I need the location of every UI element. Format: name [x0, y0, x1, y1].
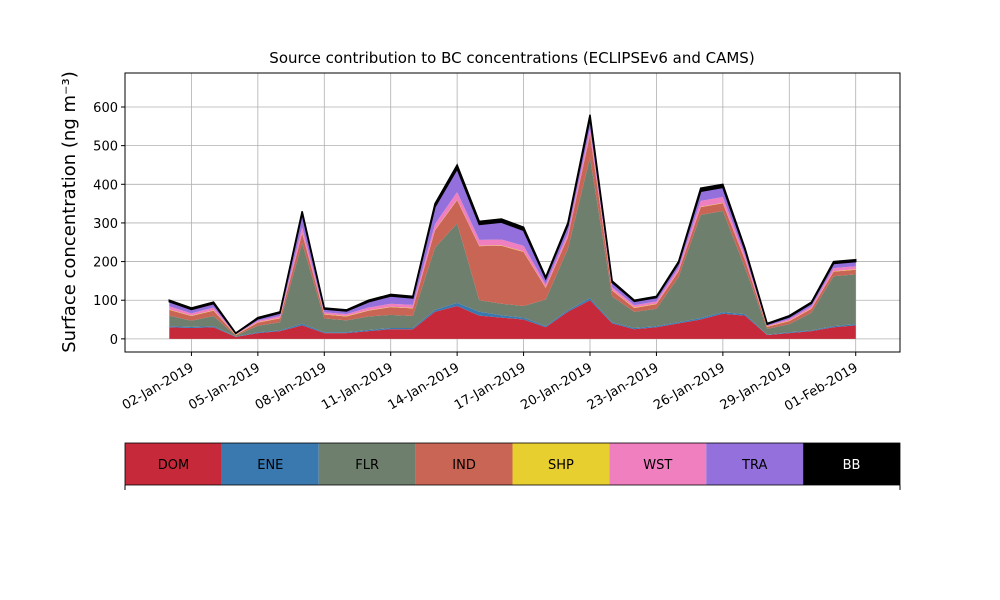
legend-swatch	[318, 443, 416, 485]
legend-swatch	[415, 443, 513, 485]
x-tick-label: 01-Feb-2019	[782, 360, 861, 414]
legend-swatch	[125, 443, 222, 485]
legend-swatch	[803, 443, 900, 485]
area	[169, 298, 856, 337]
legend-label: SHP	[548, 458, 574, 473]
area	[169, 300, 856, 339]
x-tick-label: 20-Jan-2019	[518, 360, 595, 413]
legend-label: IND	[452, 458, 476, 473]
y-tick-label: 600	[93, 101, 118, 116]
x-tick-label: 08-Jan-2019	[253, 360, 330, 413]
area	[168, 114, 857, 335]
area	[169, 157, 856, 337]
area	[169, 134, 856, 336]
legend-label: BB	[843, 458, 861, 473]
chart-title: Source contribution to BC concentrations…	[269, 49, 754, 67]
x-tick-label: 05-Jan-2019	[186, 360, 263, 413]
legend-swatch	[512, 443, 610, 485]
x-tick-label: 17-Jan-2019	[452, 360, 529, 413]
y-tick-label: 200	[93, 256, 118, 271]
legend-label: WST	[643, 458, 672, 473]
x-tick-label: 11-Jan-2019	[319, 360, 396, 413]
x-tick-label: 14-Jan-2019	[386, 360, 463, 413]
legend-label: TRA	[741, 458, 767, 473]
y-tick-label: 100	[93, 294, 118, 309]
legend-label: DOM	[158, 458, 189, 473]
y-tick-label: 0	[110, 333, 118, 348]
legend-swatch	[706, 443, 804, 485]
y-tick-label: 500	[93, 140, 118, 155]
x-tick-label: 26-Jan-2019	[651, 360, 728, 413]
y-axis-label: Surface concentration (ng m⁻³)	[59, 71, 80, 353]
x-tick-label: 23-Jan-2019	[585, 360, 662, 413]
legend-swatch	[609, 443, 707, 485]
plot-frame	[124, 72, 901, 353]
legend-frame	[124, 442, 901, 486]
legend-label: FLR	[355, 458, 379, 473]
x-tick-label: 29-Jan-2019	[718, 360, 795, 413]
x-tick-label: 02-Jan-2019	[120, 360, 197, 413]
y-tick-label: 300	[93, 217, 118, 232]
y-tick-label: 400	[93, 178, 118, 193]
legend-swatch	[221, 443, 319, 485]
legend-label: ENE	[257, 458, 283, 473]
